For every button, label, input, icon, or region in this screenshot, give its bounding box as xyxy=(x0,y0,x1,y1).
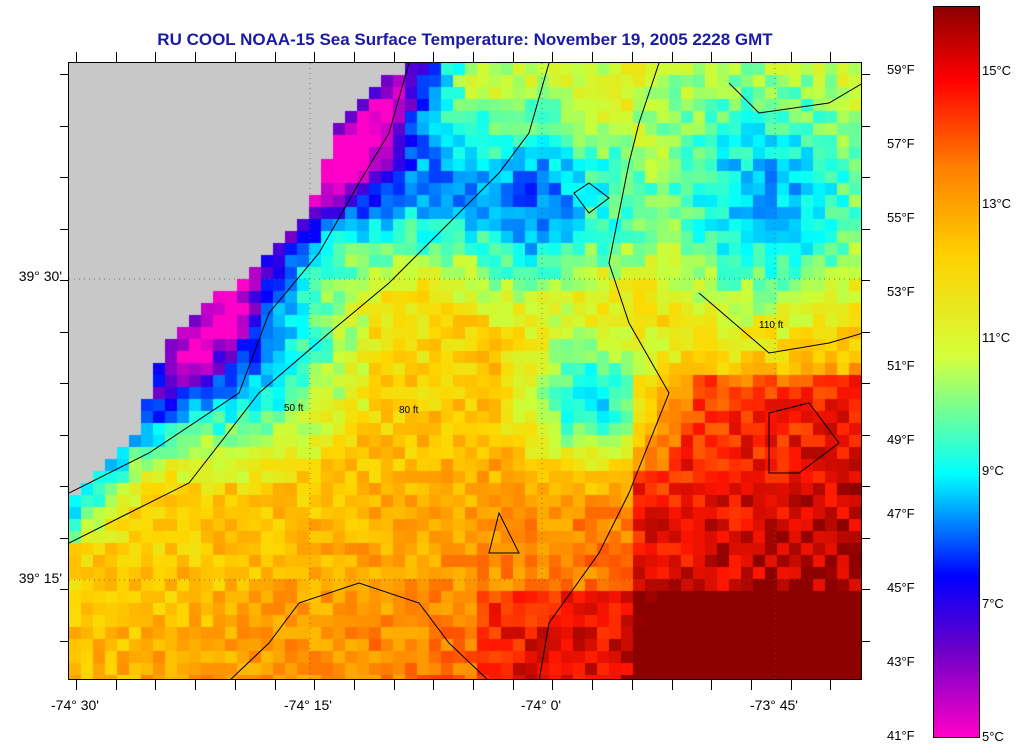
tick-mark xyxy=(862,589,870,590)
tick-mark xyxy=(592,52,593,62)
tick-mark xyxy=(60,177,68,178)
tick-mark xyxy=(433,680,434,690)
tick-mark xyxy=(195,52,196,62)
tick-mark xyxy=(552,680,553,690)
tick-mark xyxy=(394,52,395,62)
colorbar-label-f-47: 47°F xyxy=(887,506,915,521)
tick-mark xyxy=(60,589,68,590)
tick-mark xyxy=(862,126,870,127)
tick-mark xyxy=(314,52,315,62)
tick-mark xyxy=(862,229,870,230)
contour-label-80ft: 80 ft xyxy=(399,405,419,416)
colorbar-label-c-9: 9°C xyxy=(982,463,1004,478)
contour-label-110ft: 110 ft xyxy=(759,320,783,331)
tick-mark xyxy=(513,680,514,690)
colorbar-label-f-49: 49°F xyxy=(887,432,915,447)
tick-mark xyxy=(60,486,68,487)
colorbar-label-c-13: 13°C xyxy=(982,196,1012,211)
colorbar-label-f-45: 45°F xyxy=(887,580,915,595)
tick-mark xyxy=(76,52,77,62)
tick-mark xyxy=(552,52,553,62)
latitude-label-39-30: 39° 30' xyxy=(18,268,62,284)
tick-mark xyxy=(394,680,395,690)
sst-raster xyxy=(69,63,861,679)
tick-mark xyxy=(60,383,68,384)
tick-mark xyxy=(862,486,870,487)
colorbar-label-f-51: 51°F xyxy=(887,358,915,373)
tick-mark xyxy=(830,52,831,62)
tick-mark xyxy=(791,680,792,690)
tick-mark xyxy=(60,435,68,436)
tick-mark xyxy=(314,680,315,690)
tick-mark xyxy=(235,680,236,690)
tick-mark xyxy=(354,52,355,62)
colorbar-label-c-15: 15°C xyxy=(982,63,1012,78)
tick-mark xyxy=(473,680,474,690)
tick-mark xyxy=(60,229,68,230)
bathymetry-contours xyxy=(69,63,861,679)
tick-mark xyxy=(791,52,792,62)
tick-mark xyxy=(862,74,870,75)
tick-mark xyxy=(830,680,831,690)
tick-mark xyxy=(155,680,156,690)
tick-mark xyxy=(751,52,752,62)
contour-labels: 50 ft 80 ft 110 ft xyxy=(284,320,783,416)
colorbar-label-c-5: 5°C xyxy=(982,729,1004,744)
tick-mark xyxy=(235,52,236,62)
longitude-label-73-45: -73° 45' xyxy=(750,697,798,713)
tick-mark xyxy=(632,680,633,690)
tick-mark xyxy=(60,641,68,642)
sst-map: 50 ft 80 ft 110 ft xyxy=(68,62,862,680)
longitude-label-74-00: -74° 0' xyxy=(520,697,562,713)
colorbar-label-c-7: 7°C xyxy=(982,596,1004,611)
temperature-colorbar xyxy=(933,6,980,738)
colorbar-label-f-59: 59°F xyxy=(887,62,915,77)
longitude-label-74-30: -74° 30' xyxy=(51,697,99,713)
tick-mark xyxy=(60,280,68,281)
tick-mark xyxy=(433,52,434,62)
tick-mark xyxy=(60,126,68,127)
page-title: RU COOL NOAA-15 Sea Surface Temperature:… xyxy=(157,30,773,49)
tick-mark xyxy=(751,680,752,690)
colorbar-label-f-55: 55°F xyxy=(887,210,915,225)
tick-mark xyxy=(275,680,276,690)
tick-mark xyxy=(862,641,870,642)
tick-mark xyxy=(862,383,870,384)
colorbar-label-f-43: 43°F xyxy=(887,654,915,669)
colorbar-label-f-41: 41°F xyxy=(887,728,915,743)
grid-lines xyxy=(69,63,861,679)
tick-mark xyxy=(862,177,870,178)
tick-mark xyxy=(60,74,68,75)
tick-mark xyxy=(862,332,870,333)
tick-mark xyxy=(711,52,712,62)
tick-mark xyxy=(76,680,77,690)
tick-mark xyxy=(672,680,673,690)
tick-mark xyxy=(862,435,870,436)
tick-mark xyxy=(195,680,196,690)
colorbar-label-c-11: 11°C xyxy=(982,330,1011,345)
latitude-label-39-15: 39° 15' xyxy=(18,570,62,586)
tick-mark xyxy=(354,680,355,690)
tick-mark xyxy=(60,538,68,539)
tick-mark xyxy=(632,52,633,62)
tick-mark xyxy=(473,52,474,62)
tick-mark xyxy=(592,680,593,690)
colorbar-label-f-57: 57°F xyxy=(887,136,915,151)
tick-mark xyxy=(672,52,673,62)
longitude-label-74-15: -74° 15' xyxy=(284,697,332,713)
tick-mark xyxy=(711,680,712,690)
tick-mark xyxy=(155,52,156,62)
tick-mark xyxy=(275,52,276,62)
tick-mark xyxy=(513,52,514,62)
map-overlay: 50 ft 80 ft 110 ft xyxy=(69,63,861,679)
tick-mark xyxy=(60,332,68,333)
tick-mark xyxy=(862,280,870,281)
tick-mark xyxy=(862,538,870,539)
colorbar-label-f-53: 53°F xyxy=(887,284,915,299)
tick-mark xyxy=(116,52,117,62)
tick-mark xyxy=(116,680,117,690)
contour-label-50ft: 50 ft xyxy=(284,403,304,414)
